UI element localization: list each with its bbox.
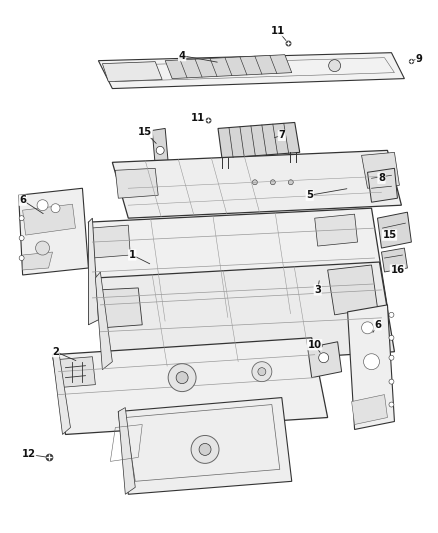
Text: 7: 7 xyxy=(279,131,285,140)
Polygon shape xyxy=(352,394,388,424)
Circle shape xyxy=(37,200,48,211)
Circle shape xyxy=(252,362,272,382)
Polygon shape xyxy=(381,248,407,272)
Polygon shape xyxy=(88,208,388,325)
Text: 9: 9 xyxy=(416,54,423,63)
Circle shape xyxy=(364,354,379,370)
Circle shape xyxy=(19,236,24,240)
Text: 4: 4 xyxy=(179,51,186,61)
Circle shape xyxy=(288,180,293,185)
Text: 3: 3 xyxy=(314,285,321,295)
Polygon shape xyxy=(118,398,292,494)
Polygon shape xyxy=(23,252,53,270)
Circle shape xyxy=(176,372,188,384)
Polygon shape xyxy=(361,152,399,188)
Circle shape xyxy=(252,180,258,185)
Circle shape xyxy=(191,435,219,463)
Text: 11: 11 xyxy=(191,114,205,124)
Polygon shape xyxy=(99,53,404,88)
Polygon shape xyxy=(99,288,142,328)
Polygon shape xyxy=(19,188,88,275)
Polygon shape xyxy=(112,150,401,218)
Polygon shape xyxy=(56,357,95,387)
Polygon shape xyxy=(314,214,357,246)
Text: 5: 5 xyxy=(306,190,313,200)
Polygon shape xyxy=(218,123,300,158)
Polygon shape xyxy=(308,342,342,378)
Text: 6: 6 xyxy=(374,320,381,330)
Circle shape xyxy=(168,364,196,392)
Polygon shape xyxy=(95,272,112,370)
Polygon shape xyxy=(23,204,75,235)
Circle shape xyxy=(389,379,394,384)
Text: 6: 6 xyxy=(19,195,26,205)
Text: 11: 11 xyxy=(271,26,285,36)
Circle shape xyxy=(258,368,266,376)
Circle shape xyxy=(328,60,341,71)
Circle shape xyxy=(19,198,24,203)
Text: 1: 1 xyxy=(129,250,136,260)
Circle shape xyxy=(361,322,374,334)
Circle shape xyxy=(389,335,394,340)
Polygon shape xyxy=(118,408,135,494)
Text: 15: 15 xyxy=(138,127,152,138)
Polygon shape xyxy=(165,55,292,78)
Polygon shape xyxy=(115,168,158,198)
Polygon shape xyxy=(152,128,168,165)
Polygon shape xyxy=(53,350,71,434)
Polygon shape xyxy=(53,338,328,434)
Text: 8: 8 xyxy=(378,173,385,183)
Circle shape xyxy=(19,216,24,221)
Circle shape xyxy=(389,402,394,407)
Circle shape xyxy=(156,147,164,155)
Text: 16: 16 xyxy=(390,265,405,275)
Circle shape xyxy=(19,255,24,261)
Text: 12: 12 xyxy=(21,449,35,459)
Polygon shape xyxy=(328,265,378,315)
Text: 10: 10 xyxy=(308,340,321,350)
Circle shape xyxy=(35,241,49,255)
Polygon shape xyxy=(95,262,395,370)
Text: 15: 15 xyxy=(382,230,396,240)
Circle shape xyxy=(199,443,211,455)
Polygon shape xyxy=(88,218,99,325)
Polygon shape xyxy=(378,212,411,248)
Circle shape xyxy=(51,204,60,213)
Circle shape xyxy=(270,180,276,185)
Polygon shape xyxy=(90,225,130,258)
Circle shape xyxy=(389,355,394,360)
Polygon shape xyxy=(367,168,397,202)
Circle shape xyxy=(319,353,328,362)
Polygon shape xyxy=(102,62,162,82)
Polygon shape xyxy=(348,305,395,430)
Circle shape xyxy=(389,312,394,317)
Text: 2: 2 xyxy=(52,347,59,357)
